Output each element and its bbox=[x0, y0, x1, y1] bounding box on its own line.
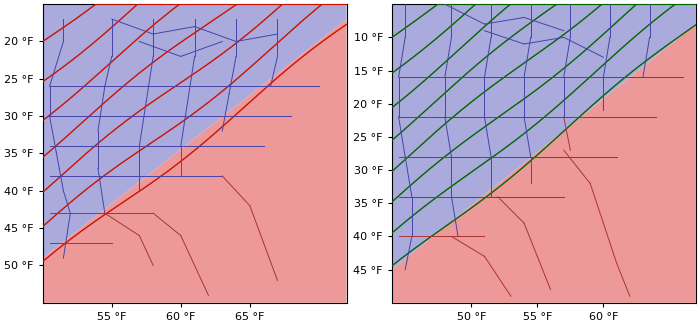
Polygon shape bbox=[43, 19, 346, 303]
Polygon shape bbox=[392, 4, 696, 270]
Polygon shape bbox=[392, 24, 696, 303]
Polygon shape bbox=[43, 4, 346, 258]
